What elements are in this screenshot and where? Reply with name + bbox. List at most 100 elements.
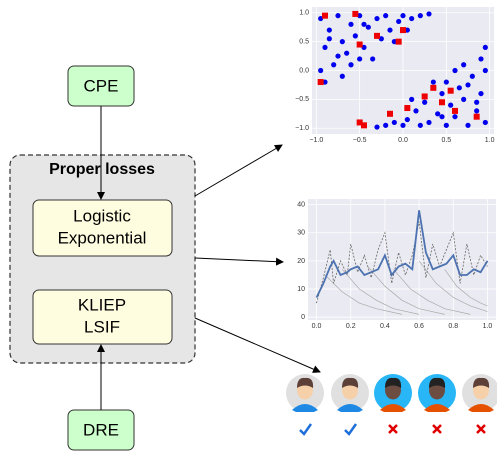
point — [396, 39, 402, 45]
point — [318, 79, 324, 85]
point — [327, 36, 332, 41]
point — [439, 99, 445, 105]
cross-mark — [477, 425, 485, 433]
x-tick-label: 0.6 — [414, 323, 424, 330]
loss-label: Logistic — [73, 206, 131, 225]
x-tick-label: 0.4 — [380, 323, 390, 330]
point — [470, 74, 475, 79]
point — [457, 85, 462, 90]
loss-label: KLIEP — [78, 295, 126, 314]
point — [435, 111, 440, 116]
point — [465, 82, 470, 87]
y-tick-label: 0.0 — [299, 67, 309, 74]
loss-label: Exponential — [58, 228, 147, 247]
people-row — [286, 374, 497, 434]
point — [387, 111, 393, 117]
point — [422, 93, 428, 99]
cross-mark — [389, 425, 397, 433]
point — [353, 33, 358, 38]
point — [465, 123, 470, 128]
y-tick-label: 0 — [301, 314, 305, 321]
y-tick-label: −1.0 — [295, 125, 309, 132]
point — [357, 56, 362, 61]
point — [400, 123, 405, 128]
x-tick-label: 1.0 — [483, 323, 493, 330]
point — [452, 108, 458, 114]
point — [431, 79, 436, 84]
point — [340, 39, 345, 44]
point — [374, 33, 380, 39]
point — [352, 11, 358, 17]
point — [448, 103, 453, 108]
point — [400, 13, 405, 18]
dre-label: DRE — [83, 420, 119, 439]
point — [322, 13, 328, 19]
point — [357, 119, 363, 125]
point — [439, 114, 444, 119]
point — [392, 120, 397, 125]
cross-mark — [433, 425, 441, 433]
group-label: Proper losses — [49, 161, 155, 178]
point — [370, 56, 375, 61]
point — [474, 100, 479, 105]
point — [426, 120, 431, 125]
y-tick-label: 20 — [297, 258, 305, 265]
x-tick-label: 0.0 — [398, 137, 408, 144]
point — [400, 27, 406, 33]
x-tick-label: −0.5 — [353, 137, 367, 144]
point — [452, 114, 457, 119]
point — [461, 62, 466, 67]
point — [483, 45, 488, 50]
point — [374, 16, 379, 21]
arrow — [195, 145, 282, 196]
point — [422, 100, 427, 105]
x-tick-label: 0.2 — [346, 323, 356, 330]
point — [357, 42, 363, 48]
diagram: Proper losses CPE Logistic Exponential K… — [0, 0, 497, 451]
point — [383, 123, 388, 128]
point — [413, 108, 418, 113]
point — [444, 79, 449, 84]
x-tick-label: 0.8 — [448, 323, 458, 330]
point — [430, 85, 436, 91]
point — [483, 120, 488, 125]
cpe-label: CPE — [84, 76, 119, 95]
y-tick-label: 10 — [297, 286, 305, 293]
y-tick-label: 0.5 — [299, 38, 309, 45]
point — [405, 117, 410, 122]
point — [348, 22, 353, 27]
point — [404, 105, 410, 111]
point — [418, 13, 423, 18]
point — [335, 53, 340, 58]
point — [331, 62, 336, 67]
x-tick-label: 1.0 — [485, 137, 495, 144]
point — [366, 25, 371, 30]
y-tick-label: −0.5 — [295, 96, 309, 103]
x-tick-label: −1.0 — [309, 137, 323, 144]
y-tick-label: 40 — [297, 201, 305, 208]
point — [361, 22, 366, 27]
y-tick-label: 1.0 — [299, 10, 309, 17]
point — [461, 97, 466, 102]
point — [452, 68, 457, 73]
point — [426, 11, 431, 16]
point — [444, 123, 449, 128]
point — [340, 74, 345, 79]
point — [374, 124, 379, 129]
point — [474, 114, 480, 120]
point — [322, 45, 327, 50]
x-tick-label: 0.5 — [441, 137, 451, 144]
point — [396, 19, 401, 24]
loss-label: LSIF — [84, 317, 120, 336]
y-tick-label: 30 — [297, 230, 305, 237]
point — [383, 13, 388, 18]
check-mark — [345, 424, 356, 434]
arrow — [195, 318, 320, 372]
point — [483, 68, 488, 73]
x-tick-label: 0.0 — [312, 323, 322, 330]
point — [409, 16, 414, 21]
point — [387, 27, 392, 32]
point — [409, 97, 414, 102]
point — [474, 108, 479, 113]
arrow — [195, 258, 283, 262]
